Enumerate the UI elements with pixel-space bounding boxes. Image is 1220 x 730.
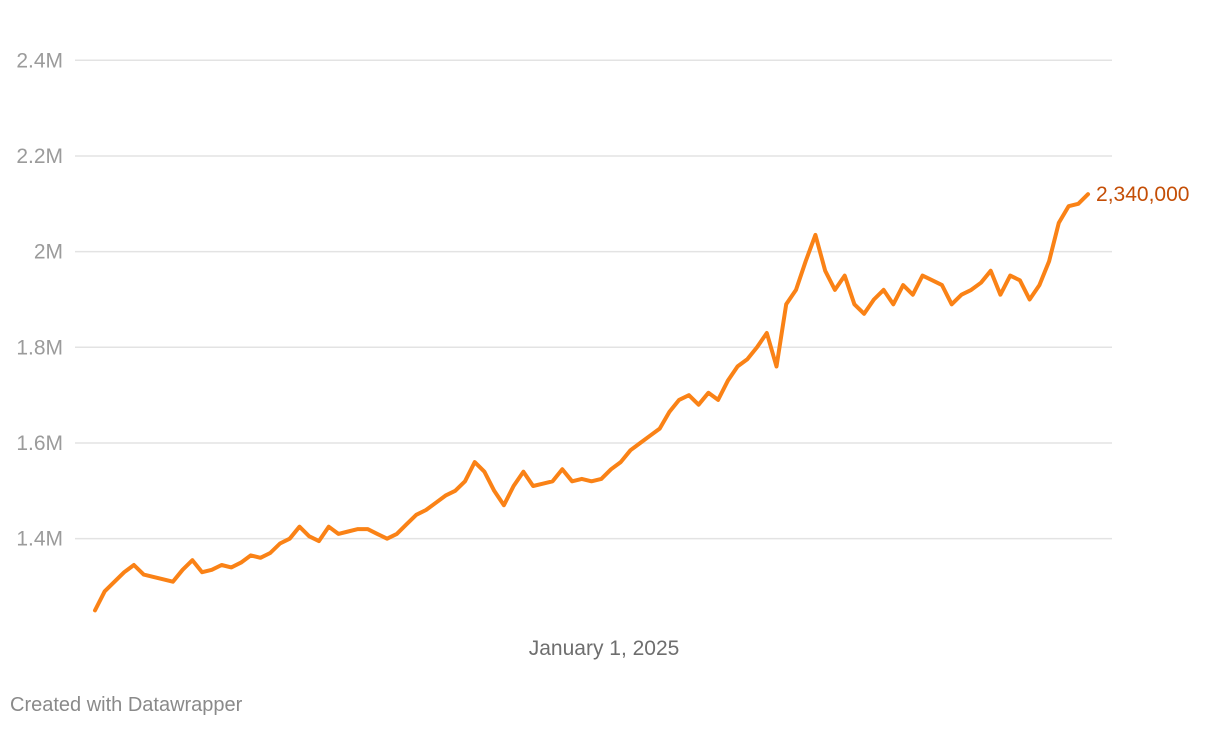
y-gridlines <box>75 59 1112 540</box>
y-tick-label: 2M <box>34 241 63 264</box>
series-line <box>93 192 1090 613</box>
line-chart: 1.4M 1.6M 1.8M 2M 2.2M 2.4M January 1, 2025 2… <box>16 49 1189 660</box>
series-layer: 2,340,000 <box>93 183 1189 613</box>
y-tick-label: 2.2M <box>16 145 63 168</box>
x-tick-label: January 1, 2025 <box>529 637 680 660</box>
y-tick-label: 1.6M <box>16 432 63 455</box>
y-tick-label: 1.4M <box>16 528 63 551</box>
y-tick-label: 2.4M <box>16 49 63 72</box>
series-end-label: 2,340,000 <box>1096 183 1189 206</box>
x-axis-tick-labels: January 1, 2025 <box>529 637 680 660</box>
footer-credit: Created with Datawrapper <box>10 694 243 716</box>
y-tick-label: 1.8M <box>16 336 63 359</box>
y-axis-tick-labels: 1.4M 1.6M 1.8M 2M 2.2M 2.4M <box>16 49 63 550</box>
